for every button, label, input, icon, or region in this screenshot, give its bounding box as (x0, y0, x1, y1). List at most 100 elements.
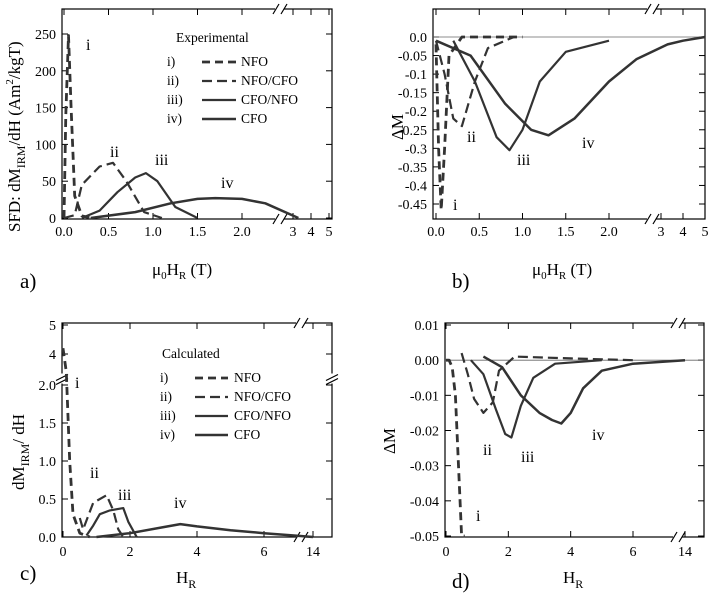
legend-tag: iv) (167, 111, 182, 126)
series-i-line (434, 35, 523, 212)
panel-c-tag: c) (20, 561, 36, 585)
axis-break-gap (58, 373, 66, 384)
x-tick-label: 5 (702, 225, 709, 240)
y-tick-label: -0.45 (398, 198, 427, 213)
x-tick-label: 4 (194, 545, 201, 560)
x-tick-label: 1.5 (189, 225, 207, 240)
series-iii-line (452, 39, 610, 152)
axis-break-mark (652, 3, 660, 15)
axis-break-mark (272, 213, 280, 225)
svg-text:HR: HR (176, 568, 196, 591)
y-tick-label: -0.2 (405, 105, 427, 120)
y-tick-label: 0.5 (39, 493, 57, 508)
series-iv-line (90, 196, 299, 220)
axis-break-mark (293, 317, 301, 329)
axis-break-mark (670, 531, 678, 543)
x-tick-label: 2 (127, 545, 134, 560)
x-tick-label: 1.0 (144, 225, 162, 240)
y-tick-label: 250 (35, 28, 56, 43)
y-tick-label: -0.03 (410, 460, 439, 475)
curve-label-ii: ii (110, 144, 119, 161)
legend-label: NFO/CFO (241, 73, 298, 88)
legend-tag: i) (167, 54, 175, 69)
legend-label: CFO/NFO (241, 92, 298, 107)
panel-b-ylabel: ΔM (388, 114, 407, 140)
panel-d-frame (444, 322, 705, 538)
axis-break-gap (647, 215, 656, 223)
series-i-line (62, 34, 92, 220)
axis-break-gap (647, 5, 656, 13)
panel-a-xlabel: μ0HR (T) (152, 260, 212, 282)
curve-label-i: i (86, 37, 91, 54)
curve-label-iv: iv (174, 495, 186, 512)
x-tick-label: 3 (658, 225, 665, 240)
svg-text:ΔM: ΔM (380, 428, 399, 454)
panel-d-xlabel: HR (563, 568, 583, 591)
legend-title: Experimental (176, 30, 249, 45)
axis-break-mark (325, 377, 339, 386)
panel-a-ylabel: SFD: dMIRM/dH (Am2/kgT) (4, 41, 28, 232)
x-tick-label: 4 (680, 225, 687, 240)
y-tick-label: -0.1 (405, 68, 427, 83)
axis-break-gap (275, 215, 284, 223)
curve-label-i: i (453, 197, 458, 214)
x-tick-label: 3 (290, 225, 297, 240)
y-tick-label: -0.35 (398, 161, 427, 176)
legend-label: CFO (241, 111, 268, 126)
legend-label: CFO/NFO (234, 408, 291, 423)
x-tick-label: 2.0 (600, 225, 618, 240)
legend-tag: i) (160, 370, 168, 385)
legend-label: NFO (241, 54, 268, 69)
axis-break-mark (678, 531, 686, 543)
y-tick-label: 100 (35, 138, 56, 153)
legend-tag: iv) (160, 427, 175, 442)
x-tick-label: 14 (678, 545, 692, 560)
axis-break-gap (296, 319, 305, 327)
x-tick-label: 2 (505, 545, 512, 560)
y-tick-label: -0.25 (398, 124, 427, 139)
legend-label: NFO/CFO (234, 389, 291, 404)
series-iv-line (435, 35, 706, 137)
axis-break-mark (280, 3, 288, 15)
panel-d-tag: d) (452, 569, 470, 593)
axis-break-mark (325, 373, 339, 382)
y-tick-label: 50 (42, 175, 56, 190)
panel-d-ylabel: ΔM (380, 428, 399, 454)
series-i-line (61, 348, 91, 539)
curve-label-ii: ii (90, 465, 99, 482)
x-tick-label: 4 (567, 545, 574, 560)
series-i-line (446, 358, 465, 538)
curve-label-iii: iii (155, 152, 169, 169)
y-tick-label: 4 (49, 348, 56, 363)
series-iii-line (470, 359, 602, 439)
curve-label-ii: ii (467, 129, 476, 146)
series-ii-line (78, 494, 125, 538)
y-tick-label: 0.01 (415, 319, 440, 334)
panel-c-ylabel: dMIRM/ dH (9, 414, 32, 490)
curve-label-iii: iii (517, 152, 531, 169)
x-tick-label: 0.5 (100, 225, 118, 240)
series-ii-line (434, 35, 515, 128)
y-tick-label: 2.0 (39, 379, 57, 394)
legend-label: NFO (234, 370, 261, 385)
svg-text:HR: HR (563, 568, 583, 591)
series-iii-line (85, 507, 138, 538)
x-tick-label: 2.0 (233, 225, 251, 240)
legend-title: Calculated (162, 346, 220, 361)
panel-b-frame (432, 8, 706, 220)
x-tick-label: 0 (60, 545, 67, 560)
svg-text:μ0HR (T): μ0HR (T) (532, 260, 592, 282)
curve-label-iv: iv (221, 175, 233, 192)
y-tick-label: -0.04 (410, 495, 439, 510)
series-iv-line (482, 355, 686, 425)
y-tick-label: -0.02 (410, 425, 439, 440)
svg-text:ΔM: ΔM (388, 114, 407, 140)
axis-break-mark (280, 213, 288, 225)
y-tick-label: -0.05 (398, 50, 427, 65)
legend-label: CFO (234, 427, 261, 442)
y-tick-label: -0.4 (405, 179, 427, 194)
axis-break-mark (293, 531, 301, 543)
curve-label-ii: ii (483, 442, 492, 459)
x-tick-label: 1.0 (514, 225, 532, 240)
